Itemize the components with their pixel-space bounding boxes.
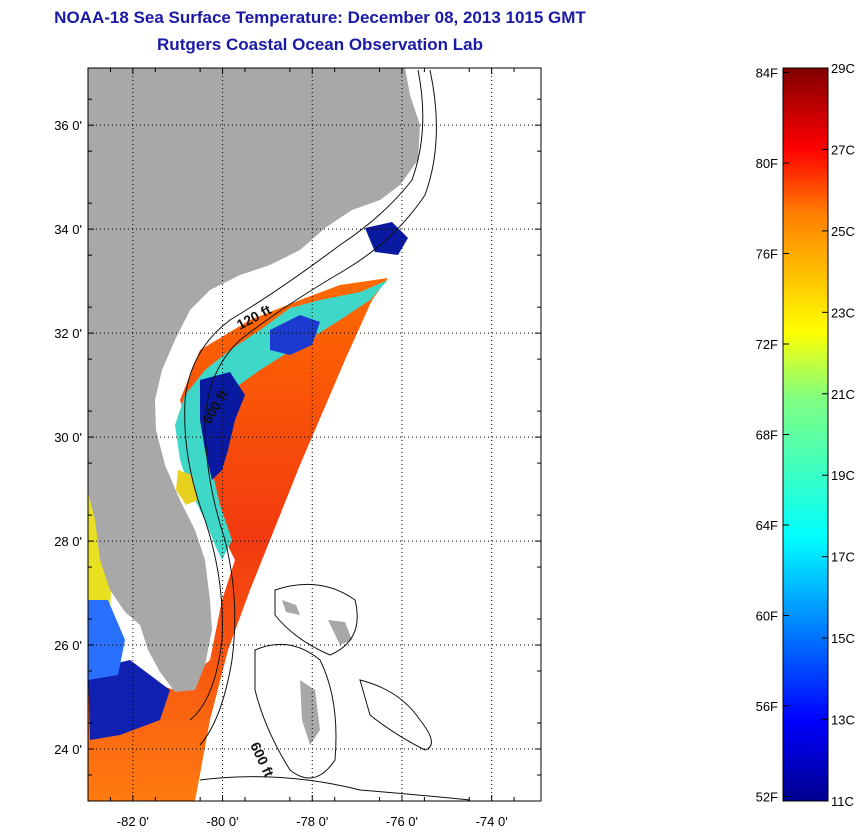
isobath-600ft [199,69,437,746]
colorbar-celsius-label: 17C [831,550,855,565]
bahamas-island-3 [282,600,300,615]
lon-tick-label: -82 0' [117,814,149,829]
gulf-blue-region [88,600,125,680]
lat-tick-label: 32 0' [54,326,82,341]
lat-tick-label: 24 0' [54,742,82,757]
map-subtitle: Rutgers Coastal Ocean Observation Lab [157,35,483,54]
lat-tick-label: 30 0' [54,430,82,445]
colorbar-celsius-label: 21C [831,387,855,402]
colorbar-fahrenheit-label: 84F [756,66,778,81]
colorbar-fahrenheit-label: 72F [756,337,778,352]
cold-patch-onslow [365,222,408,255]
bahamas-contour-2 [274,583,358,656]
colorbar-celsius-label: 13C [831,713,855,728]
us-land [88,68,420,692]
colorbar-fahrenheit-label: 76F [756,247,778,262]
bahamas-island-2 [328,620,352,645]
bahamas-contour [254,643,337,779]
colorbar-fahrenheit-label: 80F [756,156,778,171]
bahamas-island-1 [300,680,320,745]
colorbar [782,67,829,802]
bahamas-contour-3 [359,679,432,751]
lat-tick-label: 28 0' [54,534,82,549]
colorbar-celsius-label: 27C [831,142,855,157]
colorbar-fahrenheit-label: 68F [756,428,778,443]
colorbar-celsius-label: 11C [831,794,854,809]
cold-patch-shelf [270,315,320,355]
colorbar-fahrenheit-label: 64F [756,518,778,533]
colorbar-celsius-label: 19C [831,468,855,483]
map-title: NOAA-18 Sea Surface Temperature: Decembe… [54,8,586,27]
lat-tick-label: 34 0' [54,222,82,237]
cold-patch-gulf [88,660,170,740]
colorbar-celsius-label: 25C [831,224,855,239]
lon-tick-label: -78 0' [296,814,328,829]
lon-tick-label: -74 0' [476,814,508,829]
lon-tick-label: -80 0' [206,814,238,829]
swath-warm-region [88,278,388,801]
colorbar-celsius-label: 23C [831,305,855,320]
colorbar-celsius-label: 29C [831,61,855,76]
lat-tick-label: 36 0' [54,118,82,133]
colorbar-celsius-label: 15C [831,631,855,646]
colorbar-fahrenheit-label: 52F [756,789,778,804]
lat-tick-label: 26 0' [54,638,82,653]
colorbar-fahrenheit-label: 56F [756,699,778,714]
isobath-120ft [184,69,424,721]
cuba-contour [199,776,471,801]
lon-tick-label: -76 0' [386,814,418,829]
cold-patch-north [200,372,245,480]
colorbar-fahrenheit-label: 60F [756,608,778,623]
map-frame [87,67,542,802]
